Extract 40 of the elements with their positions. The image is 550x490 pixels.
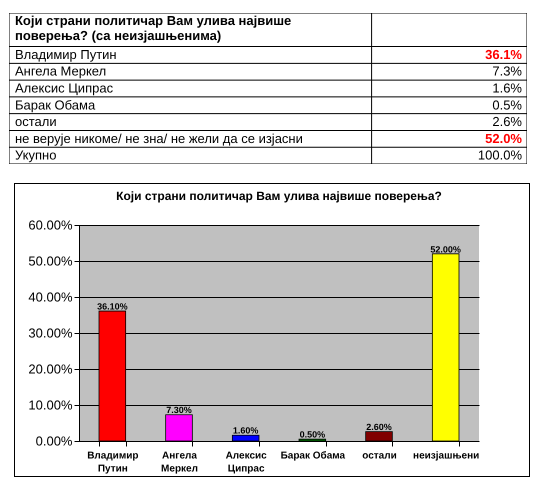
data-label: 7.30% [166,405,192,416]
text: 1.6% [492,80,522,96]
data-label: 52.00% [430,244,461,254]
text: 52.0% [485,130,522,146]
bar [98,310,126,442]
category-label: Барак Обама [15,97,96,112]
x-tick-label: Владимир Путин [87,450,138,474]
data-label: 36.10% [97,302,128,312]
text: Који страни политичар Вам улива највише поверења? (са неизјашњенима) [15,13,292,43]
category-label: не верује никоме/ не зна/ не жели да се изјасни [15,130,303,146]
category-label: Владимир Путин [15,46,117,62]
y-tick-label: 50.00% [28,254,73,268]
category-label: Ангела Меркел [15,64,106,79]
bar [232,434,260,442]
bar [165,414,193,442]
bar [432,253,460,442]
x-tick-label: Алексис Ципрас [226,450,268,474]
y-tick-label: 20.00% [28,362,73,376]
bar [365,431,393,442]
text: 36.1% [485,46,522,62]
category-label: Укупно [15,148,56,163]
y-tick-label: 10.00% [28,398,73,412]
text: 7.3% [492,64,522,79]
text: 100.0% [478,148,522,163]
data-label: 0.50% [300,430,326,440]
x-tick-label: Ангела Меркел [161,450,198,474]
x-tick-label: Барак Обама [280,450,346,462]
x-tick-label: неизјашњени [413,450,480,462]
y-tick-label: 40.00% [28,290,73,304]
text: 2.6% [492,114,522,130]
y-tick-label: 60.00% [28,218,73,232]
text: 0.5% [492,97,522,112]
category-label: остали [15,114,57,130]
data-label: 1.60% [232,426,258,436]
chart-title: Који страни политичар Вам улива највише поверења? [116,189,442,203]
y-tick-label: 0.00% [36,434,73,448]
y-tick-label: 30.00% [28,326,73,340]
x-tick-label: остали [362,450,397,462]
category-label: Алексис Ципрас [15,80,114,96]
data-label: 2.60% [366,422,392,432]
